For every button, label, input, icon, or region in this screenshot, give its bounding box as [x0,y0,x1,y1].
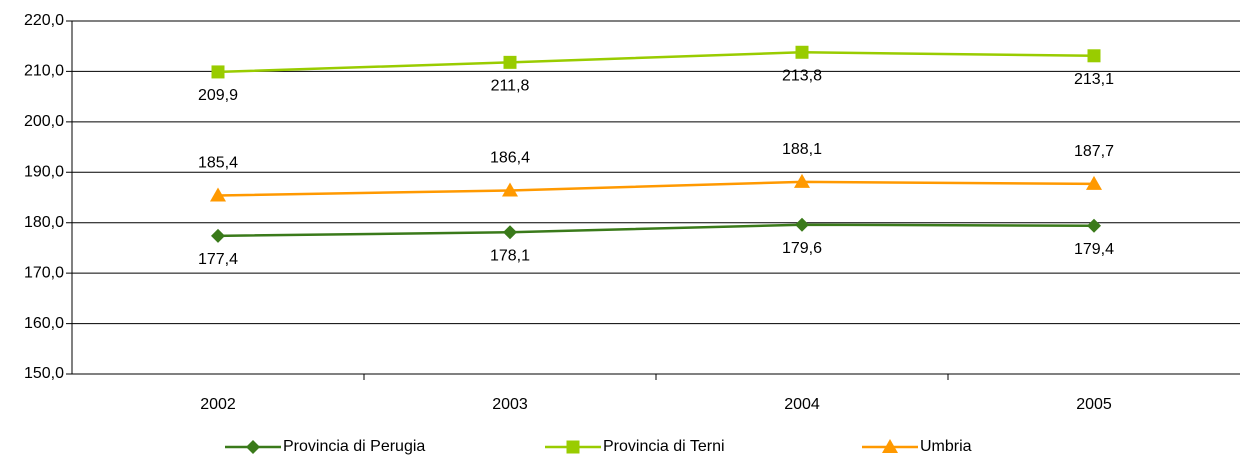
y-tick-label: 160,0 [24,315,64,332]
data-point [211,65,225,79]
x-tick-label: 2003 [492,396,528,413]
data-point [211,228,225,243]
data-point [210,187,226,202]
y-tick-label: 220,0 [24,12,64,29]
data-point [502,182,518,197]
data-label: 186,4 [490,150,530,167]
legend-label: Umbria [920,438,972,455]
data-label: 179,6 [782,240,822,257]
data-label: 187,7 [1074,143,1114,160]
series-line [217,180,1095,197]
data-label: 179,4 [1074,241,1114,258]
y-tick-label: 170,0 [24,264,64,281]
data-point [1086,175,1102,190]
y-tick-label: 180,0 [24,214,64,231]
data-label: 211,8 [491,78,530,95]
legend-label: Provincia di Terni [603,438,725,455]
series-line [217,51,1095,74]
data-point [795,45,809,59]
x-tick-label: 2004 [784,396,820,413]
y-tick-label: 210,0 [24,63,64,80]
x-tick-label: 2005 [1076,396,1112,413]
data-label: 185,4 [198,155,238,172]
data-label: 177,4 [198,251,238,268]
legend-marker [566,440,580,454]
y-tick-label: 200,0 [24,113,64,130]
data-point [503,55,517,69]
data-label: 213,1 [1074,71,1114,88]
data-point [1087,49,1101,63]
data-point [795,217,809,232]
data-point [1087,218,1101,233]
data-label: 213,8 [782,67,822,84]
y-tick-label: 190,0 [24,164,64,181]
y-tick-label: 150,0 [24,365,64,382]
data-label: 188,1 [782,141,822,158]
legend-label: Provincia di Perugia [283,438,425,455]
data-point [503,225,517,240]
series-line [217,223,1095,238]
data-label: 209,9 [198,87,238,104]
legend-marker [246,440,260,454]
legend-marker [882,439,898,453]
data-label: 178,1 [490,248,530,265]
data-point [794,173,810,188]
x-tick-label: 2002 [200,396,236,413]
